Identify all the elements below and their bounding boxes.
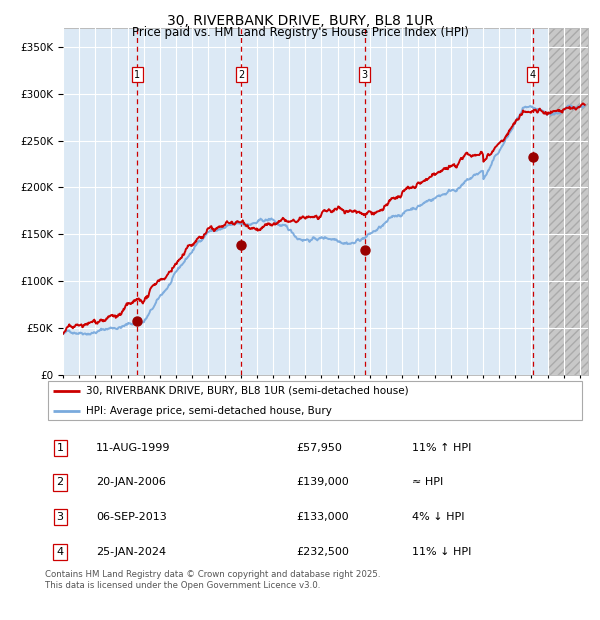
Text: ≈ HPI: ≈ HPI bbox=[412, 477, 443, 487]
Text: 2: 2 bbox=[56, 477, 64, 487]
Bar bbox=[548, 28, 588, 375]
Text: Price paid vs. HM Land Registry's House Price Index (HPI): Price paid vs. HM Land Registry's House … bbox=[131, 26, 469, 39]
Text: 4: 4 bbox=[56, 547, 64, 557]
Text: 1: 1 bbox=[56, 443, 64, 453]
Text: 11% ↑ HPI: 11% ↑ HPI bbox=[412, 443, 472, 453]
Text: 11% ↓ HPI: 11% ↓ HPI bbox=[412, 547, 472, 557]
Text: 25-JAN-2024: 25-JAN-2024 bbox=[96, 547, 166, 557]
Text: 2: 2 bbox=[238, 70, 245, 80]
Text: £133,000: £133,000 bbox=[296, 512, 349, 522]
Text: 30, RIVERBANK DRIVE, BURY, BL8 1UR (semi-detached house): 30, RIVERBANK DRIVE, BURY, BL8 1UR (semi… bbox=[86, 386, 408, 396]
Text: £139,000: £139,000 bbox=[296, 477, 349, 487]
FancyBboxPatch shape bbox=[48, 381, 582, 420]
Text: HPI: Average price, semi-detached house, Bury: HPI: Average price, semi-detached house,… bbox=[86, 406, 331, 416]
Text: 06-SEP-2013: 06-SEP-2013 bbox=[96, 512, 167, 522]
Text: 4: 4 bbox=[530, 70, 536, 80]
Text: 3: 3 bbox=[56, 512, 64, 522]
Text: 4% ↓ HPI: 4% ↓ HPI bbox=[412, 512, 465, 522]
Text: 3: 3 bbox=[362, 70, 368, 80]
Text: 1: 1 bbox=[134, 70, 140, 80]
Text: 20-JAN-2006: 20-JAN-2006 bbox=[96, 477, 166, 487]
Text: £232,500: £232,500 bbox=[296, 547, 349, 557]
Text: Contains HM Land Registry data © Crown copyright and database right 2025.
This d: Contains HM Land Registry data © Crown c… bbox=[45, 570, 380, 590]
Text: £57,950: £57,950 bbox=[296, 443, 342, 453]
Text: 11-AUG-1999: 11-AUG-1999 bbox=[96, 443, 171, 453]
Text: 30, RIVERBANK DRIVE, BURY, BL8 1UR: 30, RIVERBANK DRIVE, BURY, BL8 1UR bbox=[167, 14, 433, 28]
Bar bbox=[548, 28, 588, 375]
